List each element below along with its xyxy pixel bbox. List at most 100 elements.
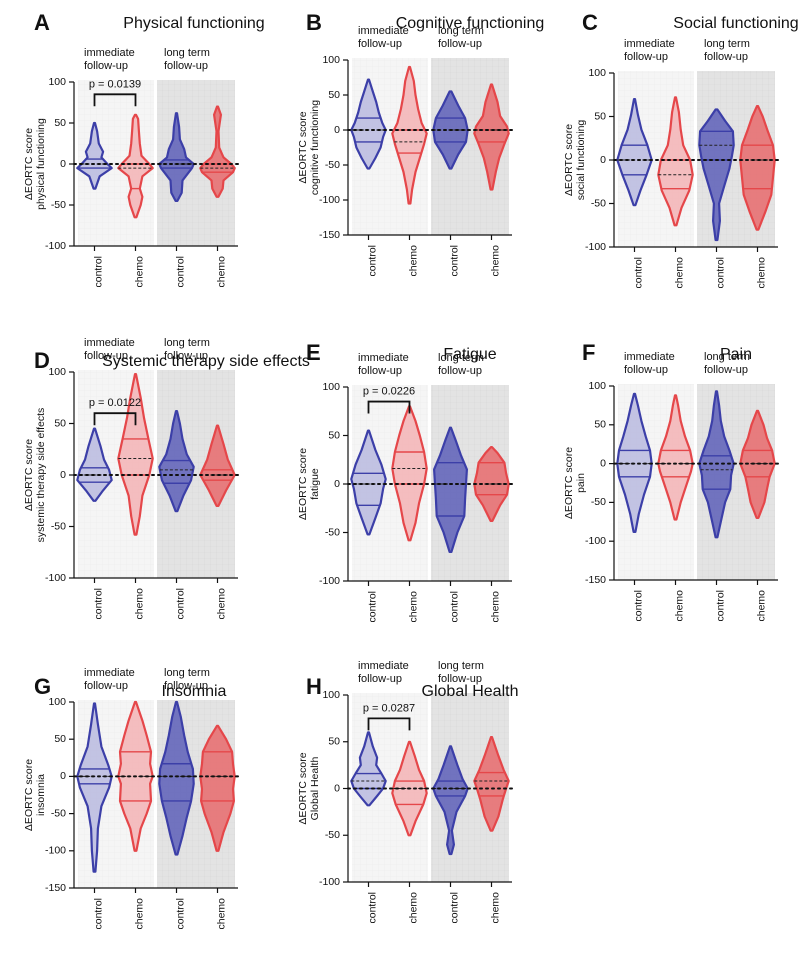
violin-control — [76, 702, 113, 873]
panel-letter: A — [34, 10, 50, 35]
y-tick-label: 100 — [322, 54, 340, 66]
y-tick-label: 100 — [48, 76, 66, 88]
violin-chemo — [391, 65, 428, 205]
y-axis-label-line: social functioning — [575, 120, 587, 201]
period-label-line: follow-up — [164, 680, 208, 692]
violin-chemo — [117, 373, 154, 536]
period-label-line: follow-up — [84, 60, 128, 72]
violin-control — [432, 745, 469, 856]
y-axis-label: ΔEORTC scoresocial functioning — [563, 120, 587, 201]
period-label-line: follow-up — [358, 38, 402, 50]
x-tick-label: chemo — [407, 591, 419, 623]
period-label-line: long term — [164, 667, 210, 679]
panel-letter: H — [306, 674, 322, 699]
period-label: long term follow-up — [704, 351, 750, 376]
y-axis-label-line: systemic therapy side effects — [35, 408, 47, 543]
period-label: immediate follow-up — [84, 47, 135, 72]
period-label-line: follow-up — [84, 680, 128, 692]
y-tick-label: 0 — [600, 154, 606, 166]
period-label-line: long term — [704, 38, 750, 50]
x-tick-label: control — [366, 591, 378, 623]
x-tick-label: control — [174, 588, 186, 620]
violin-chemo — [199, 105, 236, 198]
p-value-label: p = 0.0122 — [89, 397, 141, 409]
y-tick-label: 0 — [334, 478, 340, 490]
significance-bracket — [367, 717, 411, 731]
y-tick-label: 50 — [328, 89, 340, 101]
period-label-line: immediate — [624, 351, 675, 363]
x-tick-label: chemo — [489, 245, 501, 277]
period-label-line: follow-up — [704, 51, 748, 63]
y-tick-label: -50 — [51, 807, 66, 819]
period-label-line: immediate — [624, 38, 675, 50]
y-axis-label: ΔEORTC scoreGlobal Health — [297, 752, 321, 824]
period-label: long term follow-up — [438, 352, 484, 377]
x-tick-label: control — [174, 898, 186, 930]
violin-chemo — [199, 724, 236, 852]
x-tick-label: chemo — [489, 591, 501, 623]
y-tick-label: 100 — [48, 366, 66, 378]
x-tick-label: control — [448, 591, 460, 623]
x-tick-label: control — [92, 898, 104, 930]
y-tick-label: -50 — [51, 520, 66, 532]
period-label-line: immediate — [84, 47, 135, 59]
period-label-line: long term — [438, 25, 484, 37]
y-tick-label: 50 — [54, 417, 66, 429]
panel-title: Global Health — [422, 683, 519, 700]
x-tick-label: control — [632, 257, 644, 289]
significance-bracket — [367, 400, 411, 414]
period-label-line: follow-up — [84, 350, 128, 362]
period-label: long term follow-up — [438, 25, 484, 50]
p-value-label: p = 0.0287 — [363, 702, 415, 714]
violin-control — [350, 78, 387, 170]
y-axis-label-line: physical functioning — [35, 118, 47, 210]
y-tick-label: -50 — [591, 496, 606, 508]
panel-letter: F — [582, 340, 595, 365]
period-label: immediate follow-up — [358, 660, 409, 685]
x-tick-label: chemo — [755, 590, 767, 622]
period-label: immediate follow-up — [358, 25, 409, 50]
y-axis-label: ΔEORTC scorefatigue — [297, 448, 321, 520]
violin-chemo — [739, 105, 776, 231]
period-label-line: long term — [164, 337, 210, 349]
period-label-line: follow-up — [358, 673, 402, 685]
y-tick-label: -150 — [45, 882, 66, 894]
period-label: immediate follow-up — [358, 352, 409, 377]
x-tick-label: control — [92, 588, 104, 620]
period-label-line: follow-up — [624, 364, 668, 376]
panel-letter: C — [582, 10, 598, 35]
violin-control — [350, 429, 387, 536]
y-axis-label: ΔEORTC scorepain — [563, 447, 587, 519]
period-label-line: follow-up — [358, 365, 402, 377]
y-axis-label: ΔEORTC scorephysical functioning — [23, 118, 47, 210]
violin-control — [698, 108, 735, 242]
panel-title: Fatigue — [443, 346, 496, 363]
x-tick-label: chemo — [755, 257, 767, 289]
y-axis-label: ΔEORTC scoreinsomnia — [23, 759, 47, 831]
violin-chemo — [657, 394, 694, 521]
y-tick-label: 50 — [328, 736, 340, 748]
y-axis-label-line: ΔEORTC score — [23, 759, 35, 831]
y-tick-label: -100 — [585, 535, 606, 547]
x-tick-label: chemo — [673, 590, 685, 622]
panel-title: Insomnia — [162, 683, 227, 700]
y-tick-label: 0 — [60, 469, 66, 481]
y-axis-label-line: ΔEORTC score — [297, 111, 309, 183]
x-tick-label: chemo — [407, 245, 419, 277]
p-value-label: p = 0.0139 — [89, 78, 141, 90]
panel-letter: G — [34, 674, 51, 699]
y-tick-label: 50 — [594, 110, 606, 122]
panel-title: Cognitive functioning — [396, 15, 545, 32]
period-label: long term follow-up — [704, 38, 750, 63]
period-label-line: follow-up — [164, 60, 208, 72]
period-label: long term follow-up — [164, 47, 210, 72]
period-label-line: immediate — [358, 660, 409, 672]
period-label-line: long term — [438, 352, 484, 364]
x-tick-label: control — [714, 590, 726, 622]
